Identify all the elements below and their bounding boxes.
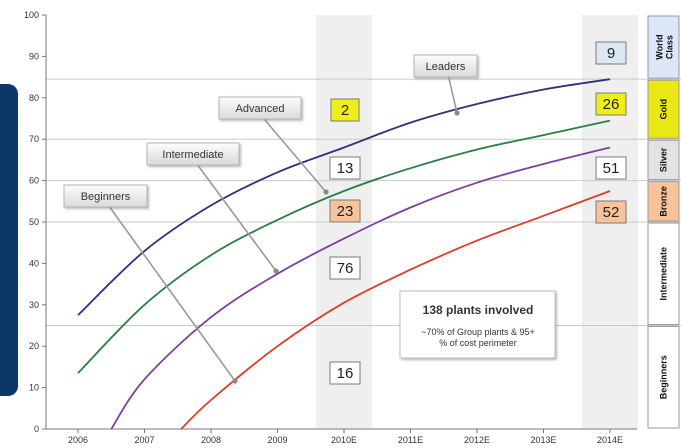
x-tick-label: 2014E <box>597 435 623 445</box>
x-tick-label: 2012E <box>464 435 490 445</box>
series-line-leaders <box>77 78 611 316</box>
y-tick-label: 80 <box>29 93 39 103</box>
callout-label-advanced: Advanced <box>236 103 285 115</box>
info-line-1: ~70% of Group plants & 95+ <box>421 327 535 337</box>
x-tick-label: 2007 <box>134 435 154 445</box>
x-tick-label: 2009 <box>267 435 287 445</box>
callout-pointer <box>447 76 458 114</box>
series-line-beginners <box>180 190 611 430</box>
x-tick-label: 2011E <box>398 435 423 445</box>
info-box <box>399 290 556 359</box>
plant-count-2014e-box <box>595 41 627 65</box>
y-tick-label: 70 <box>29 134 39 144</box>
callout-box <box>413 54 478 78</box>
plant-count-2014e-box <box>595 156 627 180</box>
plant-count-2010e-value: 2 <box>341 102 349 119</box>
y-tick-label: 0 <box>34 424 39 434</box>
plant-count-2014e-value: 52 <box>603 204 620 221</box>
plant-count-2010e-box <box>329 156 361 180</box>
series-line-advanced <box>77 119 611 374</box>
tier-label-intermediate: Intermediate <box>659 247 669 301</box>
y-tick-label: 100 <box>24 10 39 20</box>
tier-band-beginners <box>647 326 680 429</box>
callout-label-intermediate: Intermediate <box>162 149 223 161</box>
y-tick-label: 30 <box>29 300 39 310</box>
plant-count-2010e-value: 23 <box>337 203 354 220</box>
y-tick-label: 40 <box>29 258 39 268</box>
plant-count-2014e-box <box>595 200 627 224</box>
y-tick-label: 60 <box>29 176 39 186</box>
callout-pointer-tip <box>454 110 460 116</box>
plant-count-2010e-box <box>329 361 361 385</box>
plant-count-2010e-value: 13 <box>337 160 354 177</box>
info-title: 138 plants involved <box>423 303 534 317</box>
tier-band-world-class <box>647 15 680 79</box>
tier-label-gold: Gold <box>659 99 669 120</box>
plant-count-2010e-box <box>330 98 360 122</box>
x-tick-label: 2006 <box>68 435 88 445</box>
plant-count-2014e-value: 9 <box>607 45 615 62</box>
callout-pointer-tip <box>323 189 329 195</box>
tier-band-gold <box>647 79 680 139</box>
plant-count-2010e-value: 76 <box>337 260 354 277</box>
info-line-2: % of cost perimeter <box>439 338 517 348</box>
callout-box <box>218 96 302 120</box>
x-tick-label: 2010E <box>331 435 357 445</box>
callout-pointer <box>109 206 236 382</box>
plant-count-2014e-box <box>595 92 627 116</box>
tier-label-beginners: Beginners <box>659 355 669 399</box>
callout-pointer-tip <box>273 268 279 274</box>
callout-pointer-tip <box>232 378 238 384</box>
plant-count-2014e-value: 26 <box>603 96 620 113</box>
series-line-intermediate <box>110 146 611 430</box>
plant-count-2010e-value: 16 <box>337 365 354 382</box>
side-panel <box>0 84 18 396</box>
callout-label-leaders: Leaders <box>426 61 466 73</box>
callout-pointer <box>263 118 327 193</box>
tier-band-bronze <box>647 181 680 222</box>
callout-label-beginners: Beginners <box>81 191 131 203</box>
tier-band-silver <box>647 139 680 181</box>
tier-label-silver: Silver <box>659 147 669 172</box>
plant-count-2010e-box <box>329 199 361 223</box>
y-tick-label: 90 <box>29 51 39 61</box>
tier-label-bronze: Bronze <box>659 186 669 217</box>
callout-pointer <box>196 164 277 272</box>
y-tick-label: 50 <box>29 217 39 227</box>
y-tick-label: 10 <box>29 383 39 393</box>
x-tick-label: 2013E <box>530 435 556 445</box>
x-tick-label: 2008 <box>201 435 221 445</box>
y-tick-label: 20 <box>29 341 39 351</box>
tier-band-intermediate <box>647 222 680 325</box>
callout-box <box>146 142 240 166</box>
plant-count-2014e-value: 51 <box>603 160 620 177</box>
callout-box <box>63 184 148 208</box>
tier-label-world-class: WorldClass <box>655 34 675 59</box>
plant-count-2010e-box <box>329 256 361 280</box>
